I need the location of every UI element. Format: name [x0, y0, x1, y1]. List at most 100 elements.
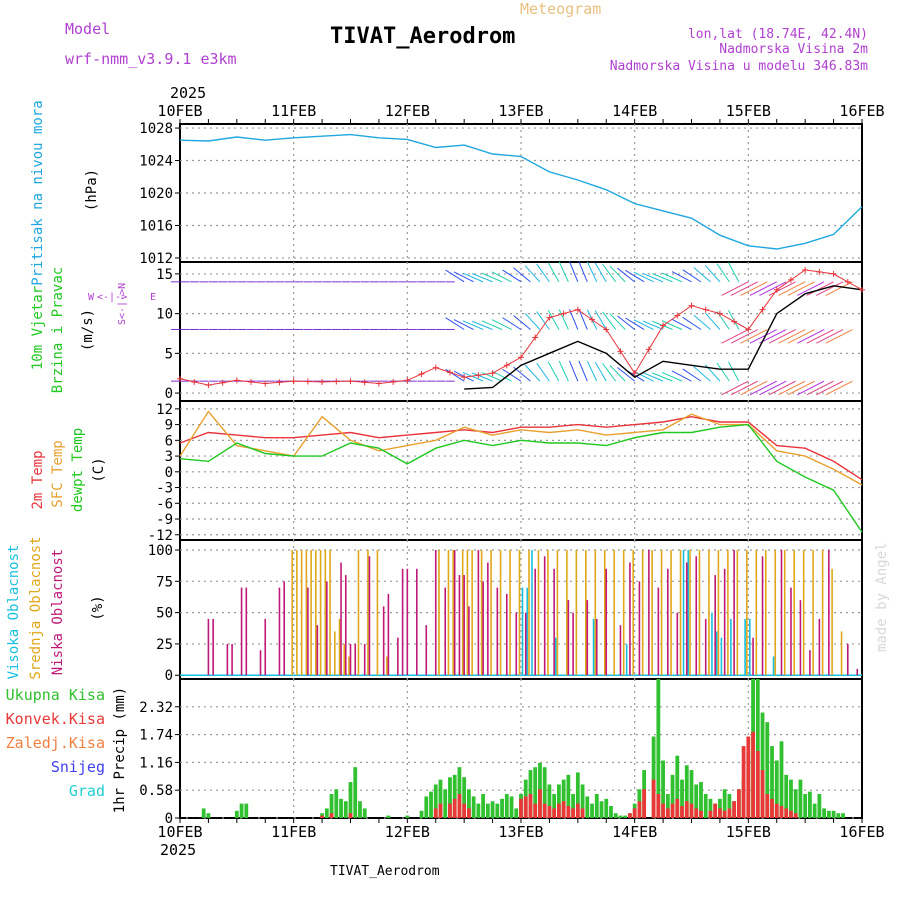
wind-barb	[609, 265, 626, 283]
y-tick-label: 9	[165, 418, 173, 434]
convective-precip-bar	[538, 789, 542, 818]
wind-barb	[602, 311, 617, 330]
wind-axis-title-1: 10m Vjetar	[30, 286, 46, 370]
wind-barb	[671, 271, 692, 283]
total-precip-bar	[755, 679, 760, 818]
wind-barb	[721, 329, 749, 344]
data-marks	[171, 133, 865, 819]
total-precip-bar	[201, 808, 206, 818]
temp-2m-line	[179, 415, 863, 481]
y-tick-label: 0	[165, 465, 173, 481]
total-precip-bar	[784, 774, 789, 818]
wind-barb	[730, 281, 759, 296]
y-tick-label: -6	[156, 496, 173, 512]
total-precip-bar	[651, 736, 656, 818]
wind-barb	[524, 265, 541, 283]
wind-barb	[536, 263, 550, 283]
wind-barb	[578, 360, 588, 382]
wind-barb	[716, 311, 730, 330]
wind-barb	[816, 281, 844, 296]
y-tick-label: 1016	[139, 218, 173, 234]
wind-barb	[502, 368, 522, 382]
total-precip-bar	[765, 722, 770, 818]
wind-barb	[816, 329, 844, 344]
convective-precip-bar	[694, 808, 699, 818]
lonlat-label: lon,lat (18.74E, 42.4N)	[688, 27, 868, 42]
wind-barb	[625, 269, 645, 283]
convective-precip-bar	[793, 813, 798, 818]
wind-barb	[453, 319, 474, 330]
wind-barb	[617, 315, 635, 330]
snow-legend: Snijeg	[51, 758, 105, 776]
convective-precip-bar	[741, 746, 746, 818]
convective-precip-bar	[789, 810, 793, 818]
wind-barb	[602, 263, 617, 283]
wind-barb	[682, 269, 702, 283]
total-precip-bar	[623, 815, 628, 818]
wind-barb	[704, 265, 721, 283]
total-precip-bar	[604, 798, 609, 818]
y-tick-label: 15	[156, 267, 173, 283]
y-tick-label: 25	[156, 637, 173, 653]
wind-barb	[651, 273, 673, 283]
wind-barb	[462, 320, 484, 330]
convective-precip-bar	[533, 803, 538, 818]
total-precip-bar	[452, 774, 457, 818]
wind-barb	[513, 315, 531, 330]
wind-barb	[481, 320, 503, 330]
wind-barb	[558, 261, 569, 283]
temp-unit-label: (C)	[91, 457, 107, 482]
cloud-unit-label: (%)	[90, 595, 106, 620]
convective-precip-bar	[448, 803, 452, 818]
convective-precip-bar	[467, 808, 471, 818]
convective-precip-bar	[689, 803, 694, 818]
total-precip-bar	[457, 767, 462, 818]
wind-barb	[462, 272, 484, 283]
year-label-top: 2025	[170, 84, 206, 102]
wind-barb	[462, 371, 484, 382]
wind-barb	[472, 372, 493, 382]
top-day-tick-label: 13FEB	[498, 102, 543, 120]
wind-barb	[740, 380, 768, 396]
total-precip-bar	[599, 801, 604, 818]
y-tick-label: -12	[148, 528, 173, 544]
convective-precip-bar	[457, 794, 462, 818]
convective-precip-bar	[699, 810, 703, 818]
wind-barb	[759, 329, 787, 344]
convective-precip-bar	[528, 794, 533, 818]
total-precip-bar	[670, 774, 675, 818]
convective-precip-bar	[642, 789, 647, 818]
total-precip-bar	[438, 779, 443, 818]
wind-barb	[642, 272, 664, 283]
convective-precip-legend: Konvek.Kisa	[6, 710, 105, 728]
y-tick-label: 50	[156, 606, 173, 622]
pressure-axis-title: Pritisak na nivou mora	[30, 100, 46, 285]
wind-barb	[625, 317, 645, 330]
wind-barb	[502, 317, 522, 330]
total-precip-bar	[675, 755, 680, 818]
convective-precip-bar	[561, 801, 566, 818]
total-precip-bar	[680, 779, 684, 818]
total-precip-bar	[609, 806, 613, 818]
total-precip-bar	[699, 782, 703, 818]
wind-barb	[749, 281, 777, 296]
y-tick-label: 3	[165, 449, 173, 465]
total-precip-bar	[206, 813, 211, 818]
total-precip-bar	[590, 803, 594, 818]
model-name: wrf-nmm_v3.9.1 e3km	[65, 50, 237, 68]
total-precip-bar	[826, 810, 831, 818]
graupel-legend: Grad	[69, 782, 105, 800]
wind-barb	[617, 267, 635, 283]
wind-barb	[569, 261, 579, 283]
high-cloud-axis-title: Visoka Oblacnost	[6, 545, 22, 680]
wind-barb	[547, 361, 560, 382]
total-precip-bar	[386, 815, 391, 818]
wind-barb	[759, 380, 787, 396]
wind-barb	[768, 329, 796, 344]
precip-unit-label: 1hr Precip (mm)	[112, 687, 128, 813]
wind-barb	[617, 367, 635, 382]
y-tick-label: 10	[156, 307, 173, 323]
total-precip-bar	[708, 798, 713, 818]
wind-barb	[524, 364, 541, 382]
total-precip-bar	[727, 794, 732, 818]
